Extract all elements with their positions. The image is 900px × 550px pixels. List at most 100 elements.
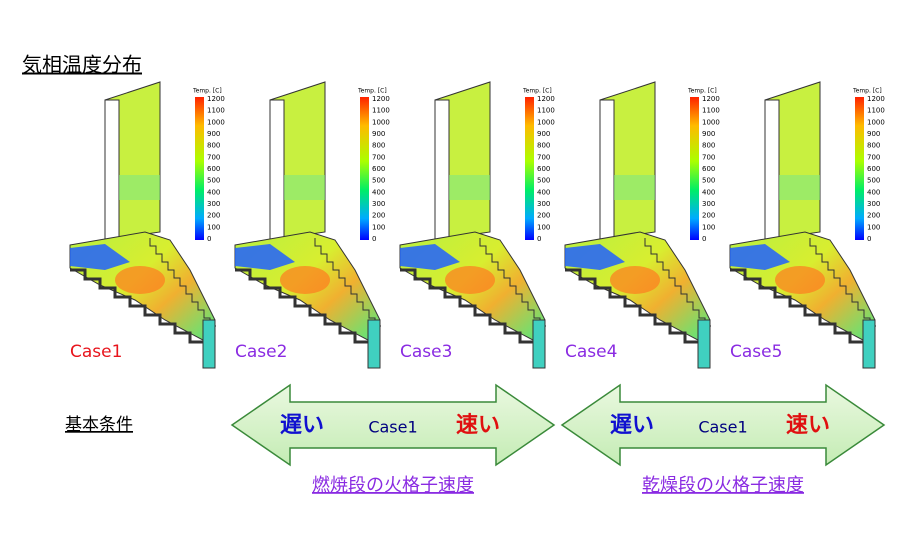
colorbar-tick-label: 800 bbox=[207, 142, 220, 150]
colorbar-tick-label: 1100 bbox=[537, 107, 555, 115]
colorbar-tick-label: 700 bbox=[372, 153, 385, 161]
grate bbox=[730, 268, 867, 351]
furnace-panel bbox=[564, 81, 711, 369]
colorbar-tick-label: 700 bbox=[702, 153, 715, 161]
colorbar-tick-label: 0 bbox=[207, 235, 211, 243]
colorbar-tick-label: 900 bbox=[537, 130, 550, 138]
colorbar-tick-label: 500 bbox=[207, 177, 220, 185]
colorbar-tick-label: 1000 bbox=[372, 118, 390, 126]
title: 気相温度分布 bbox=[22, 53, 142, 77]
colorbar-tick-label: 200 bbox=[702, 212, 715, 220]
colorbar-tick-label: 1200 bbox=[537, 95, 555, 103]
colorbar-tick-label: 800 bbox=[372, 142, 385, 150]
arrow-caption: 燃焼段の火格子速度 bbox=[312, 475, 474, 496]
colorbar-tick-label: 1200 bbox=[702, 95, 720, 103]
colorbar bbox=[195, 97, 204, 240]
arrow-caption: 乾燥段の火格子速度 bbox=[642, 475, 804, 496]
chimney-wall bbox=[434, 99, 450, 241]
grate bbox=[235, 268, 372, 351]
cold-zone bbox=[400, 244, 460, 270]
colorbar-title: Temp. [C] bbox=[852, 88, 882, 95]
chimney-band bbox=[614, 175, 655, 200]
colorbar-tick-label: 100 bbox=[867, 223, 880, 231]
colorbar-tick-label: 1000 bbox=[867, 118, 885, 126]
center-label: Case1 bbox=[698, 418, 747, 437]
colorbar-tick-label: 1000 bbox=[207, 118, 225, 126]
colorbar bbox=[525, 97, 534, 240]
wall-steps bbox=[644, 238, 711, 327]
case-label: Case3 bbox=[400, 342, 452, 362]
furnace-panel bbox=[399, 81, 546, 369]
colorbar-tick-label: 600 bbox=[372, 165, 385, 173]
hot-zone bbox=[115, 266, 165, 294]
colorbar-tick-label: 800 bbox=[702, 142, 715, 150]
grate bbox=[565, 268, 702, 351]
fast-label: 速い bbox=[456, 412, 500, 438]
colorbar-tick-label: 1000 bbox=[537, 118, 555, 126]
colorbar-tick-label: 500 bbox=[372, 177, 385, 185]
outlet bbox=[367, 319, 381, 369]
cold-zone bbox=[730, 244, 790, 270]
colorbar-tick-label: 0 bbox=[372, 235, 376, 243]
slow-label: 遅い bbox=[280, 413, 324, 438]
colorbar-tick-label: 100 bbox=[207, 223, 220, 231]
chimney-band bbox=[449, 175, 490, 200]
colorbar-tick-label: 1100 bbox=[207, 107, 225, 115]
cold-zone bbox=[70, 244, 130, 270]
colorbar bbox=[360, 97, 369, 240]
chimney-wall bbox=[269, 99, 285, 241]
colorbar-tick-label: 300 bbox=[207, 200, 220, 208]
colorbar-tick-label: 300 bbox=[537, 200, 550, 208]
hot-zone bbox=[610, 266, 660, 294]
colorbar bbox=[690, 97, 699, 240]
furnace-panel bbox=[234, 81, 381, 369]
base-condition: 基本条件 bbox=[65, 415, 133, 435]
colorbar-tick-label: 900 bbox=[207, 130, 220, 138]
colorbar-tick-label: 1100 bbox=[867, 107, 885, 115]
colorbar-tick-label: 600 bbox=[702, 165, 715, 173]
colorbar-tick-label: 200 bbox=[867, 212, 880, 220]
chimney-wall bbox=[104, 99, 120, 241]
colorbar-tick-label: 500 bbox=[867, 177, 880, 185]
chimney-wall bbox=[764, 99, 780, 241]
colorbar-tick-label: 400 bbox=[867, 188, 880, 196]
colorbar-tick-label: 400 bbox=[537, 188, 550, 196]
colorbar-tick-label: 1200 bbox=[207, 95, 225, 103]
colorbar-tick-label: 0 bbox=[537, 235, 541, 243]
colorbar-title: Temp. [C] bbox=[522, 88, 552, 95]
case-label: Case5 bbox=[730, 342, 782, 362]
colorbar-tick-label: 1100 bbox=[702, 107, 720, 115]
colorbar-tick-label: 600 bbox=[537, 165, 550, 173]
colorbar-tick-label: 600 bbox=[867, 165, 880, 173]
colorbar-tick-label: 700 bbox=[207, 153, 220, 161]
hot-zone bbox=[280, 266, 330, 294]
wall-steps bbox=[479, 238, 546, 327]
colorbar-title: Temp. [C] bbox=[687, 88, 717, 95]
case-label: Case2 bbox=[235, 342, 287, 362]
colorbar-tick-label: 200 bbox=[207, 212, 220, 220]
colorbar-tick-label: 500 bbox=[702, 177, 715, 185]
outlet bbox=[532, 319, 546, 369]
outlet bbox=[697, 319, 711, 369]
colorbar-tick-label: 900 bbox=[702, 130, 715, 138]
colorbar-tick-label: 500 bbox=[537, 177, 550, 185]
cold-zone bbox=[235, 244, 295, 270]
outlet bbox=[862, 319, 876, 369]
furnace-panel bbox=[69, 81, 216, 369]
double-arrow bbox=[230, 383, 556, 467]
colorbar-tick-label: 1000 bbox=[702, 118, 720, 126]
colorbar-tick-label: 100 bbox=[537, 223, 550, 231]
colorbar-title: Temp. [C] bbox=[357, 88, 387, 95]
furnace-panel bbox=[729, 81, 876, 369]
colorbar-tick-label: 200 bbox=[537, 212, 550, 220]
colorbar-tick-label: 900 bbox=[867, 130, 880, 138]
hot-zone bbox=[445, 266, 495, 294]
colorbar-tick-label: 400 bbox=[702, 188, 715, 196]
colorbar-tick-label: 1200 bbox=[372, 95, 390, 103]
center-label: Case1 bbox=[368, 418, 417, 437]
chimney-band bbox=[119, 175, 160, 200]
colorbar-tick-label: 800 bbox=[867, 142, 880, 150]
colorbar-tick-label: 1200 bbox=[867, 95, 885, 103]
colorbar bbox=[855, 97, 864, 240]
wall-steps bbox=[809, 238, 876, 327]
